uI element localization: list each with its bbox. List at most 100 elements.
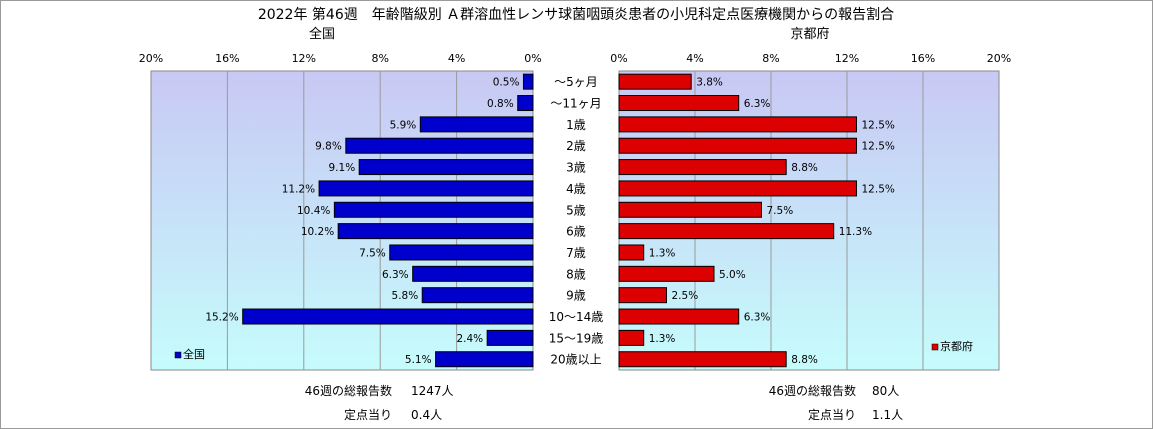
right-tick-label: 12% [835,52,859,65]
national-data-label: 0.8% [487,98,514,110]
right-tick-label: 20% [987,52,1011,65]
national-data-label: 5.1% [405,354,432,366]
kyoto-per-value: 1.1人 [872,408,903,422]
left-plot-area [150,70,534,371]
national-data-label: 5.9% [390,119,417,131]
age-category-label: 1歳 [566,118,586,132]
chart-title: 2022年 第46週 年齢階級別 Ａ群溶血性レンサ球菌咽頭炎患者の小児科定点医療… [258,6,894,23]
age-category-label: ～5ヶ月 [554,75,598,89]
national-total-value: 1247人 [411,384,454,398]
legend-label-national: 全国 [183,347,205,361]
left-tick-label: 20% [139,52,163,65]
legend-swatch-kyoto [931,343,939,351]
right-tick-label: 16% [911,52,935,65]
right-tick-label: 4% [686,52,703,65]
right-plot-area [618,70,1000,371]
kyoto-data-label: 12.5% [862,183,895,195]
kyoto-data-label: 12.5% [862,119,895,131]
national-bar [345,137,534,154]
kyoto-data-label: 6.3% [744,98,771,110]
national-bar [333,201,534,218]
kyoto-bar [618,159,787,176]
kyoto-data-label: 3.8% [696,77,723,89]
national-bar [419,116,534,133]
kyoto-bar [618,116,857,133]
national-bar [242,308,534,325]
national-data-label: 15.2% [205,312,238,324]
national-data-label: 2.4% [456,333,483,345]
age-category-label: 3歳 [566,161,586,175]
left-tick-label: 12% [292,52,316,65]
national-bar [318,180,534,197]
kyoto-bar [618,308,740,325]
kyoto-total-label: 46週の総報告数 [769,383,856,398]
national-bar [517,95,534,112]
national-data-label: 9.1% [329,162,356,174]
kyoto-data-label: 8.8% [791,162,818,174]
legend-label-kyoto: 京都府 [940,339,973,353]
national-bar [421,287,534,304]
national-data-label: 5.8% [392,290,419,302]
left-panel-title: 全国 [309,26,335,42]
kyoto-per-label: 定点当り [808,407,856,422]
kyoto-bar [618,180,857,197]
left-tick-label: 8% [371,52,388,65]
kyoto-bar [618,329,645,346]
national-data-label: 11.2% [282,183,315,195]
right-panel-title: 京都府 [790,27,829,42]
national-data-label: 6.3% [382,269,409,281]
kyoto-bar [618,287,667,304]
right-tick-label: 0% [610,52,627,65]
age-category-label: 15～19歳 [549,331,604,345]
legend-swatch-national [174,351,182,359]
age-category-label: 8歳 [566,267,586,281]
national-bar [522,73,534,90]
left-tick-label: 16% [215,52,239,65]
kyoto-data-label: 6.3% [744,312,771,324]
kyoto-data-label: 12.5% [862,141,895,153]
kyoto-bar [618,201,762,218]
kyoto-data-label: 2.5% [672,290,699,302]
national-data-label: 0.5% [493,77,520,89]
national-bar [337,223,534,240]
kyoto-data-label: 11.3% [839,226,872,238]
kyoto-total-value: 80人 [872,384,899,398]
national-bar [389,244,534,261]
kyoto-data-label: 1.3% [649,247,676,259]
left-tick-label: 0% [524,52,541,65]
age-category-label: 2歳 [566,139,586,153]
kyoto-data-label: 5.0% [719,269,746,281]
left-tick-label: 4% [448,52,465,65]
age-category-label: ～11ヶ月 [550,97,601,111]
kyoto-bar [618,244,645,261]
kyoto-bar [618,265,715,282]
age-category-label: 10～14歳 [549,310,604,324]
national-per-value: 0.4人 [411,408,442,422]
kyoto-bar [618,95,740,112]
kyoto-data-label: 8.8% [791,354,818,366]
national-data-label: 9.8% [315,141,342,153]
national-data-label: 7.5% [359,247,386,259]
national-data-label: 10.4% [297,205,330,217]
national-bar [412,265,534,282]
national-bar [486,329,534,346]
kyoto-bar [618,351,787,368]
kyoto-data-label: 7.5% [767,205,794,217]
kyoto-bar [618,137,857,154]
age-category-label: 9歳 [566,289,586,303]
kyoto-bar [618,73,692,90]
age-category-label: 20歳以上 [550,353,601,367]
national-total-label: 46週の総報告数 [305,383,392,398]
national-bar [358,159,534,176]
kyoto-bar [618,223,835,240]
national-bar [435,351,534,368]
right-tick-label: 8% [762,52,779,65]
kyoto-data-label: 1.3% [649,333,676,345]
national-data-label: 10.2% [301,226,334,238]
age-category-label: 4歳 [566,182,586,196]
age-category-label: 7歳 [566,246,586,260]
age-category-label: 5歳 [566,203,586,217]
chart-marks: 0% 4% 8% 12% 16% 20% 0% 4% 8% 12% 16% 20% 0.5% 3.8% ～5… [139,52,1011,370]
national-per-label: 定点当り [344,407,392,422]
